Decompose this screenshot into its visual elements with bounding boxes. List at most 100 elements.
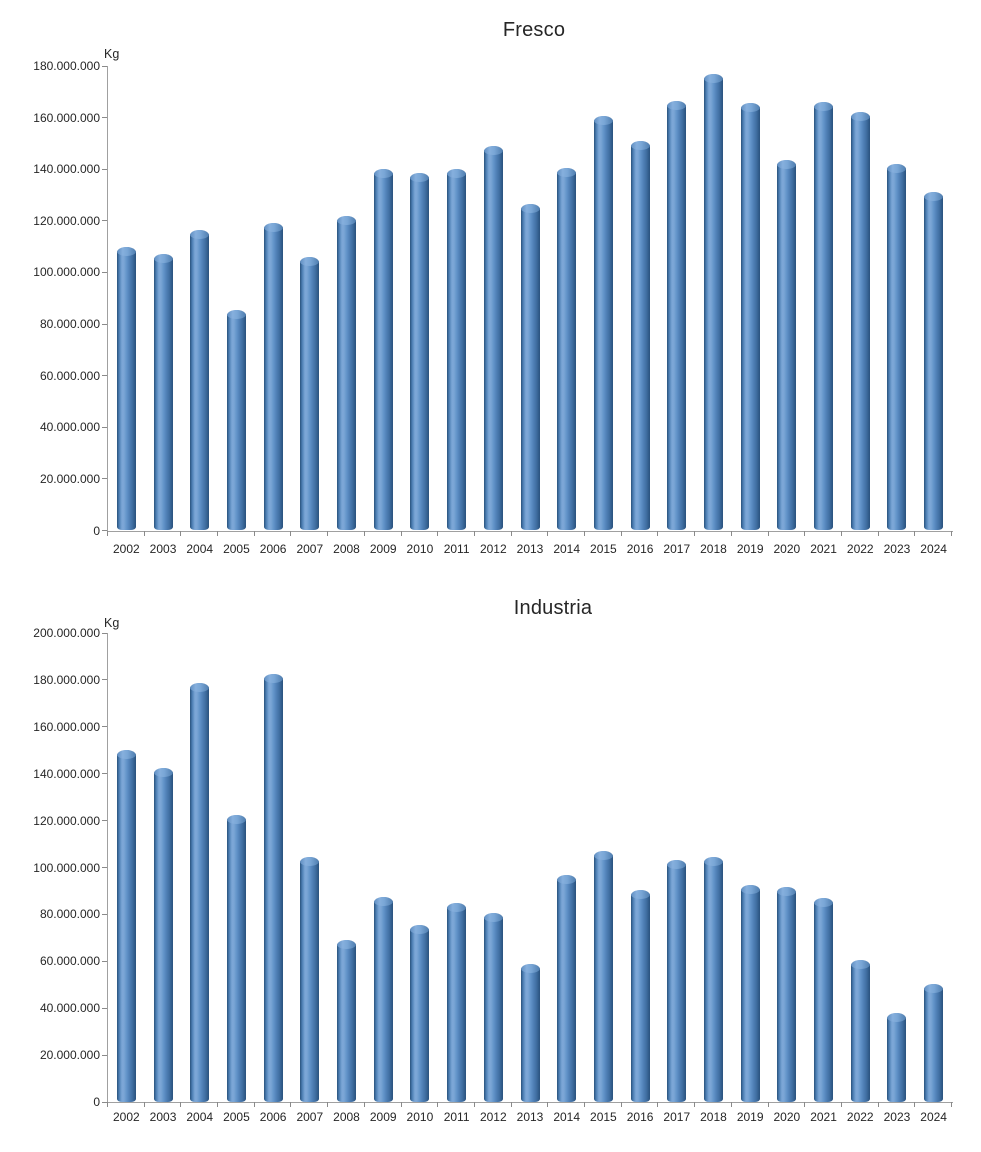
industria-x-tick-mark bbox=[327, 1102, 329, 1107]
fresco-bar-2004 bbox=[190, 229, 210, 531]
fresco-x-axis-label-2023: 2023 bbox=[883, 541, 911, 556]
fresco-bar-2013 bbox=[520, 204, 540, 531]
industria-x-tick-mark bbox=[657, 1102, 659, 1107]
fresco-x-axis-label-2009: 2009 bbox=[369, 541, 397, 556]
industria-y-tick-mark bbox=[102, 726, 107, 728]
industria-bar-2010 bbox=[410, 924, 430, 1102]
fresco-x-tick-mark bbox=[657, 530, 659, 536]
industria-x-tick-mark bbox=[877, 1102, 879, 1107]
industria-x-axis-label-2008: 2008 bbox=[333, 1110, 360, 1124]
fresco-x-axis-label-2013: 2013 bbox=[516, 541, 544, 556]
industria-x-axis-label-2022: 2022 bbox=[846, 1110, 874, 1124]
industria-x-axis-label-2015: 2015 bbox=[590, 1110, 617, 1124]
industria-x-axis-label-2012: 2012 bbox=[479, 1110, 507, 1124]
fresco-x-axis-label-2016: 2016 bbox=[626, 541, 654, 556]
industria-x-axis-label-2020: 2020 bbox=[773, 1110, 801, 1124]
industria-x-tick-mark bbox=[620, 1102, 622, 1107]
fresco-y-tick-mark bbox=[102, 426, 107, 428]
fresco-x-axis-line bbox=[107, 530, 953, 532]
industria-bar-2009 bbox=[373, 896, 393, 1102]
fresco-x-tick-mark bbox=[767, 530, 769, 536]
industria-y-tick-label: 100.000.000 bbox=[33, 860, 100, 875]
chart-title: Industria bbox=[513, 597, 593, 619]
industria-x-axis-label-2021: 2021 bbox=[810, 1110, 837, 1124]
industria-x-axis-label-2003: 2003 bbox=[149, 1110, 177, 1124]
fresco-x-axis-label-2019: 2019 bbox=[736, 541, 764, 556]
fresco-x-tick-mark bbox=[143, 530, 145, 536]
fresco-x-axis-label-2021: 2021 bbox=[810, 541, 837, 556]
industria-bar-2024 bbox=[924, 983, 944, 1102]
fresco-x-tick-mark bbox=[804, 530, 806, 536]
industria-y-axis-line bbox=[107, 633, 108, 1102]
industria-bar-2018 bbox=[703, 856, 723, 1102]
industria-x-axis-label-2017: 2017 bbox=[663, 1110, 691, 1124]
fresco-x-axis-label-2011: 2011 bbox=[443, 541, 470, 556]
industria-y-tick-mark bbox=[102, 632, 107, 634]
industria-y-tick-label: 0 bbox=[93, 1095, 100, 1109]
industria-y-tick-mark bbox=[102, 913, 107, 915]
fresco-bar-2021 bbox=[814, 102, 834, 531]
y-axis-unit-label: Kg bbox=[104, 47, 120, 61]
industria-x-axis-line bbox=[107, 1102, 953, 1103]
fresco-y-tick-label: 160.000.000 bbox=[33, 110, 100, 125]
fresco-y-tick-mark bbox=[102, 65, 107, 67]
industria-x-tick-mark bbox=[767, 1102, 769, 1107]
fresco-bar-2006 bbox=[263, 223, 283, 531]
fresco-x-axis-label-2003: 2003 bbox=[149, 541, 177, 556]
industria-x-axis-label-2024: 2024 bbox=[920, 1110, 947, 1124]
industria-bar-2014 bbox=[557, 874, 577, 1102]
industria-y-tick-label: 140.000.000 bbox=[33, 766, 100, 781]
fresco-bar-2008 bbox=[337, 215, 357, 531]
industria-y-tick-label: 120.000.000 bbox=[33, 813, 100, 828]
fresco-x-axis-label-2014: 2014 bbox=[553, 541, 581, 556]
industria-bar-2007 bbox=[300, 856, 320, 1102]
industria-bar-2011 bbox=[447, 902, 467, 1102]
industria-x-axis-label-2006: 2006 bbox=[259, 1110, 287, 1124]
industria-bar-2004 bbox=[190, 683, 210, 1102]
fresco-y-tick-label: 100.000.000 bbox=[33, 265, 100, 280]
industria-x-tick-mark bbox=[951, 1102, 952, 1107]
fresco-bar-2011 bbox=[447, 169, 467, 531]
fresco-x-tick-mark bbox=[290, 530, 292, 536]
fresco-x-tick-mark bbox=[914, 530, 916, 536]
fresco-y-tick-mark bbox=[102, 220, 107, 222]
fresco-bar-2014 bbox=[557, 167, 577, 531]
industria-x-tick-mark bbox=[363, 1102, 365, 1107]
fresco-x-tick-mark bbox=[363, 530, 365, 536]
fresco-x-tick-mark bbox=[327, 530, 329, 536]
fresco-x-axis-label-2012: 2012 bbox=[479, 541, 507, 556]
industria-bar-2008 bbox=[337, 940, 357, 1102]
industria-x-tick-mark bbox=[437, 1102, 439, 1107]
fresco-x-axis-label-2020: 2020 bbox=[773, 541, 801, 556]
industria-x-axis-label-2019: 2019 bbox=[736, 1110, 764, 1124]
industria-x-tick-mark bbox=[473, 1102, 475, 1107]
fresco-x-axis-label-2018: 2018 bbox=[700, 541, 727, 556]
industria-x-axis-label-2007: 2007 bbox=[296, 1110, 324, 1124]
industria-x-tick-mark bbox=[584, 1102, 586, 1107]
fresco-x-tick-mark bbox=[620, 530, 622, 536]
fresco-y-tick-mark bbox=[102, 375, 107, 377]
industria-x-tick-mark bbox=[290, 1102, 292, 1107]
fresco-x-tick-mark bbox=[437, 530, 439, 536]
industria-bar-2023 bbox=[887, 1012, 907, 1102]
industria-x-tick-mark bbox=[547, 1102, 549, 1107]
fresco-bar-2024 bbox=[924, 192, 944, 531]
industria-y-tick-label: 80.000.000 bbox=[39, 907, 100, 922]
industria-bar-2006 bbox=[263, 674, 283, 1102]
fresco-x-tick-mark bbox=[510, 530, 512, 536]
industria-y-tick-mark bbox=[102, 820, 107, 822]
fresco-bar-2022 bbox=[850, 112, 870, 531]
fresco-x-tick-mark bbox=[730, 530, 732, 536]
fresco-y-tick-mark bbox=[102, 323, 107, 325]
fresco-bar-2019 bbox=[740, 103, 760, 531]
industria-x-axis-label-2023: 2023 bbox=[883, 1110, 911, 1124]
fresco-bar-2017 bbox=[667, 100, 687, 531]
fresco-x-tick-mark bbox=[217, 530, 219, 536]
fresco-x-axis-label-2015: 2015 bbox=[590, 541, 617, 556]
industria-x-tick-mark bbox=[694, 1102, 696, 1107]
fresco-y-tick-mark bbox=[102, 530, 107, 531]
fresco-y-tick-mark bbox=[102, 117, 107, 119]
fresco-bar-2016 bbox=[630, 140, 650, 531]
fresco-bar-2010 bbox=[410, 173, 430, 531]
industria-bar-2012 bbox=[483, 913, 503, 1102]
